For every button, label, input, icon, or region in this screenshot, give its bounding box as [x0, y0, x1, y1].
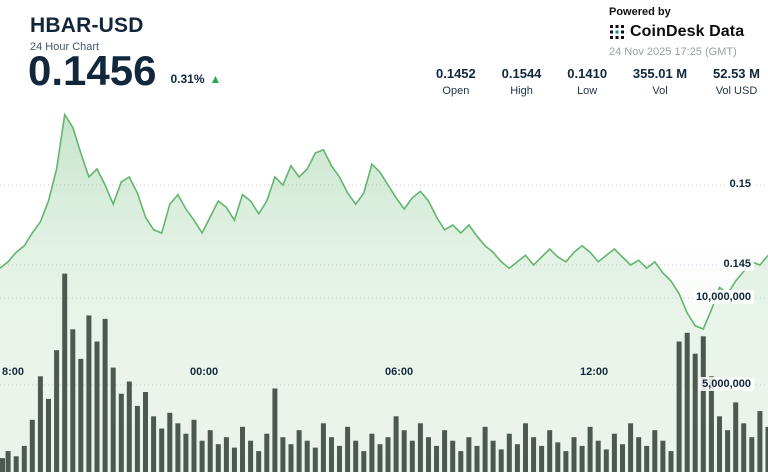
stat-label: Low	[577, 85, 598, 97]
powered-by-block: Powered by CoinDesk Data 24 Nov 2025 17:…	[609, 6, 744, 58]
x-axis-time-label: 06:00	[385, 366, 414, 378]
stat-label: Open	[442, 85, 470, 97]
y-axis-price-label: 0.145	[720, 257, 754, 271]
current-price: 0.1456	[28, 47, 157, 94]
stat-low: 0.1410 Low	[567, 66, 607, 97]
chart-subtitle: 24 Hour Chart	[30, 41, 100, 53]
up-arrow-icon: ▲	[209, 72, 222, 86]
coindesk-data-link[interactable]: CoinDesk Data	[609, 23, 744, 41]
symbol-title: HBAR-USD	[30, 14, 144, 37]
y-axis-price-label: 0.15	[726, 177, 754, 191]
stats-row: 0.1452 Open 0.1544 High 0.1410 Low 355.0…	[436, 66, 760, 97]
x-axis-time-label: 12:00	[580, 366, 609, 378]
stat-value: 355.01 M	[632, 66, 688, 81]
y-axis-volume-label: 10,000,000	[692, 290, 754, 304]
header: HBAR-USD 24 Hour Chart	[30, 14, 144, 53]
x-axis-time-label: 8:00	[2, 366, 25, 378]
price-change: 0.31% ▲	[170, 72, 221, 86]
x-axis-time-label: 00:00	[190, 366, 219, 378]
stat-label: Vol	[652, 85, 668, 97]
y-axis-volume-label: 5,000,000	[699, 377, 754, 391]
timestamp: 24 Nov 2025 17:25 (GMT)	[609, 46, 737, 58]
brand-name: CoinDesk Data	[630, 23, 745, 40]
stat-label: Vol USD	[715, 85, 758, 97]
powered-by-label: Powered by	[609, 6, 671, 18]
coindesk-logo-icon	[610, 25, 624, 39]
stat-value: 0.1452	[436, 66, 476, 81]
change-percent: 0.31%	[170, 72, 205, 86]
stat-label: High	[510, 85, 533, 97]
stat-vol-usd: 52.53 M Vol USD	[713, 66, 760, 97]
stat-value: 52.53 M	[713, 66, 760, 81]
stat-high: 0.1544 High	[502, 66, 542, 97]
stat-value: 0.1410	[567, 66, 608, 81]
stat-vol: 355.01 M Vol	[633, 66, 687, 97]
stat-open: 0.1452 Open	[436, 66, 476, 97]
current-price-row: 0.1456 0.31% ▲	[28, 50, 221, 92]
stat-value: 0.1544	[501, 66, 542, 81]
